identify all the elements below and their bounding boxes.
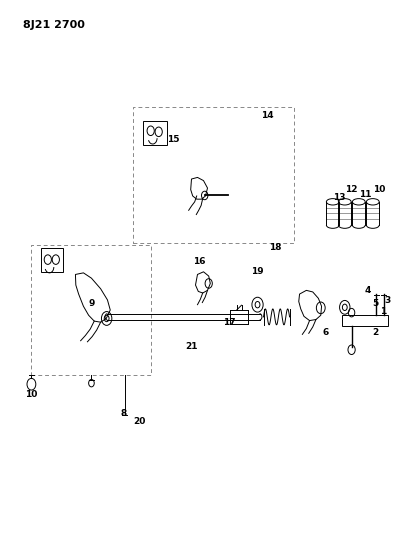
Text: 18: 18 (269, 244, 282, 253)
Text: 17: 17 (223, 318, 236, 327)
Text: 10: 10 (25, 390, 37, 399)
Text: 3: 3 (384, 296, 391, 305)
Text: 9: 9 (88, 299, 95, 308)
Text: 6: 6 (322, 328, 329, 337)
Text: 20: 20 (133, 417, 145, 426)
Text: 8J21 2700: 8J21 2700 (23, 20, 85, 30)
Text: 14: 14 (261, 111, 274, 120)
Text: 16: 16 (193, 257, 206, 265)
Text: 11: 11 (359, 190, 372, 199)
Text: 2: 2 (372, 328, 379, 337)
Text: 21: 21 (185, 342, 198, 351)
Text: 13: 13 (333, 193, 346, 202)
Text: 19: 19 (251, 268, 264, 276)
Text: 12: 12 (345, 185, 358, 194)
Text: 1: 1 (380, 307, 387, 316)
Text: 4: 4 (364, 286, 371, 295)
Text: 15: 15 (167, 135, 180, 144)
Text: 10: 10 (374, 185, 386, 194)
Text: 8: 8 (120, 409, 127, 418)
Text: 5: 5 (372, 299, 379, 308)
